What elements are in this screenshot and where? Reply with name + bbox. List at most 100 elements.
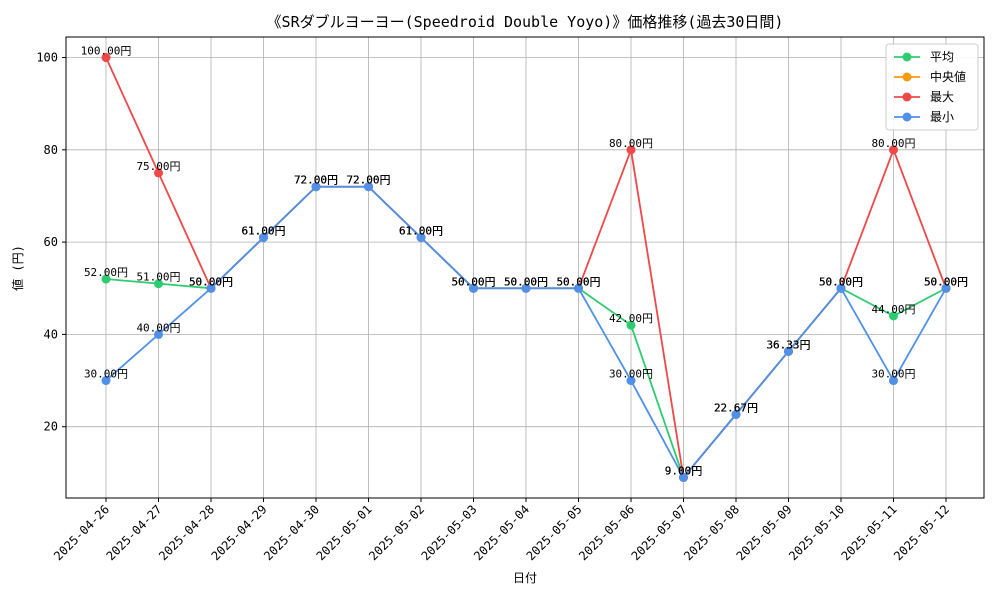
data-label: 50.00円 <box>819 275 863 288</box>
data-label: 50.00円 <box>924 275 968 288</box>
data-label: 30.00円 <box>84 368 128 381</box>
x-tick-label: 2025-05-07 <box>629 502 690 563</box>
data-label: 44.00円 <box>871 303 915 316</box>
x-tick-label: 2025-05-08 <box>681 502 742 563</box>
x-tick-label: 2025-05-04 <box>471 502 532 563</box>
legend-swatch-marker <box>902 52 912 62</box>
data-point <box>206 283 216 293</box>
data-label: 22.67円 <box>714 401 758 414</box>
data-labels: 52.00円 51.00円 50.00円 61.00円 72.00円 72.00円 61.0… <box>81 45 968 478</box>
legend-box <box>885 43 979 131</box>
data-label: 40.00円 <box>136 321 180 334</box>
data-label: 51.00円 <box>136 271 180 284</box>
data-point <box>101 376 111 386</box>
data-label: 50.00円 <box>504 275 548 288</box>
data-label: 61.00円 <box>399 225 443 238</box>
data-label: 50.00円 <box>819 275 863 288</box>
data-point <box>626 320 636 330</box>
data-label: 50.00円 <box>451 275 495 288</box>
data-label: 61.00円 <box>241 225 285 238</box>
data-label: 72.00円 <box>294 174 338 187</box>
data-label: 61.00円 <box>241 225 285 238</box>
data-label: 50.00円 <box>504 275 548 288</box>
x-tick-label: 2025-05-05 <box>524 502 585 563</box>
data-point <box>889 145 898 155</box>
data-label: 61.00円 <box>399 225 443 238</box>
data-point <box>679 472 688 482</box>
data-label: 50.00円 <box>556 275 600 288</box>
y-tick-label: 100 <box>36 51 58 65</box>
y-axis-label: 値 (円) <box>10 245 25 291</box>
x-tick-label: 2025-05-11 <box>839 502 900 563</box>
x-tick-label: 2025-04-29 <box>209 502 270 563</box>
data-label: 36.33円 <box>766 338 810 351</box>
legend-swatch-marker <box>902 72 912 82</box>
x-tick-label: 2025-04-26 <box>51 502 112 563</box>
data-point <box>469 283 478 293</box>
y-tick-label: 40 <box>44 327 58 341</box>
data-point <box>889 311 898 321</box>
data-point <box>521 283 531 293</box>
data-point <box>836 283 846 293</box>
x-tick-label: 2025-04-28 <box>156 502 217 563</box>
data-label: 9.00円 <box>665 464 703 477</box>
data-point <box>626 145 636 155</box>
data-point <box>101 53 111 63</box>
series-layer <box>101 53 951 482</box>
data-point <box>889 376 898 386</box>
legend-label: 最大 <box>930 90 954 104</box>
data-label: 72.00円 <box>294 174 338 187</box>
data-label: 72.00円 <box>346 174 390 187</box>
data-label: 9.00円 <box>665 464 703 477</box>
axis-ticks: 204060801002025-04-262025-04-272025-04-2… <box>36 51 952 564</box>
data-label: 61.00円 <box>399 225 443 238</box>
y-tick-label: 20 <box>44 420 58 434</box>
data-label: 42.00円 <box>609 312 653 325</box>
data-label: 36.33円 <box>766 338 810 351</box>
data-label: 50.00円 <box>504 275 548 288</box>
data-label: 50.00円 <box>556 275 600 288</box>
x-tick-label: 2025-05-12 <box>891 502 952 563</box>
legend-label: 最小 <box>930 110 954 124</box>
data-label: 72.00円 <box>294 174 338 187</box>
x-tick-label: 2025-04-27 <box>104 502 165 563</box>
x-axis-label: 日付 <box>513 571 537 585</box>
data-label: 50.00円 <box>189 275 233 288</box>
data-label: 30.00円 <box>871 368 915 381</box>
data-label: 72.00円 <box>346 174 390 187</box>
data-point <box>364 182 373 192</box>
data-point <box>416 233 426 243</box>
plot-area-frame <box>65 36 985 499</box>
data-label: 50.00円 <box>451 275 495 288</box>
legend-label: 平均 <box>930 50 954 64</box>
data-point <box>101 274 111 284</box>
data-label: 9.00円 <box>665 464 703 477</box>
x-tick-label: 2025-05-10 <box>786 502 847 563</box>
data-point <box>311 182 321 192</box>
data-point <box>574 283 583 293</box>
data-label: 50.00円 <box>189 275 233 288</box>
data-label: 61.00円 <box>241 225 285 238</box>
data-label: 80.00円 <box>609 137 653 150</box>
x-tick-label: 2025-05-02 <box>366 502 427 563</box>
data-label: 22.67円 <box>714 401 758 414</box>
legend-label: 中央値 <box>930 69 966 84</box>
data-label: 80.00円 <box>871 137 915 150</box>
x-tick-label: 2025-04-30 <box>261 502 322 563</box>
data-point <box>784 346 793 356</box>
data-label: 50.00円 <box>451 275 495 288</box>
data-label: 50.00円 <box>189 275 233 288</box>
x-tick-label: 2025-05-01 <box>314 502 375 563</box>
data-point <box>941 283 951 293</box>
data-label: 75.00円 <box>136 160 180 173</box>
data-point <box>154 168 163 178</box>
legend-swatch-marker <box>902 112 912 122</box>
x-tick-label: 2025-05-09 <box>734 502 795 563</box>
data-label: 50.00円 <box>556 275 600 288</box>
legend-swatch-marker <box>902 92 912 102</box>
chart-title: 《SRダブルヨーヨー(Speedroid Double Yoyo)》価格推移(過… <box>267 13 784 31</box>
series-3 <box>101 182 951 482</box>
